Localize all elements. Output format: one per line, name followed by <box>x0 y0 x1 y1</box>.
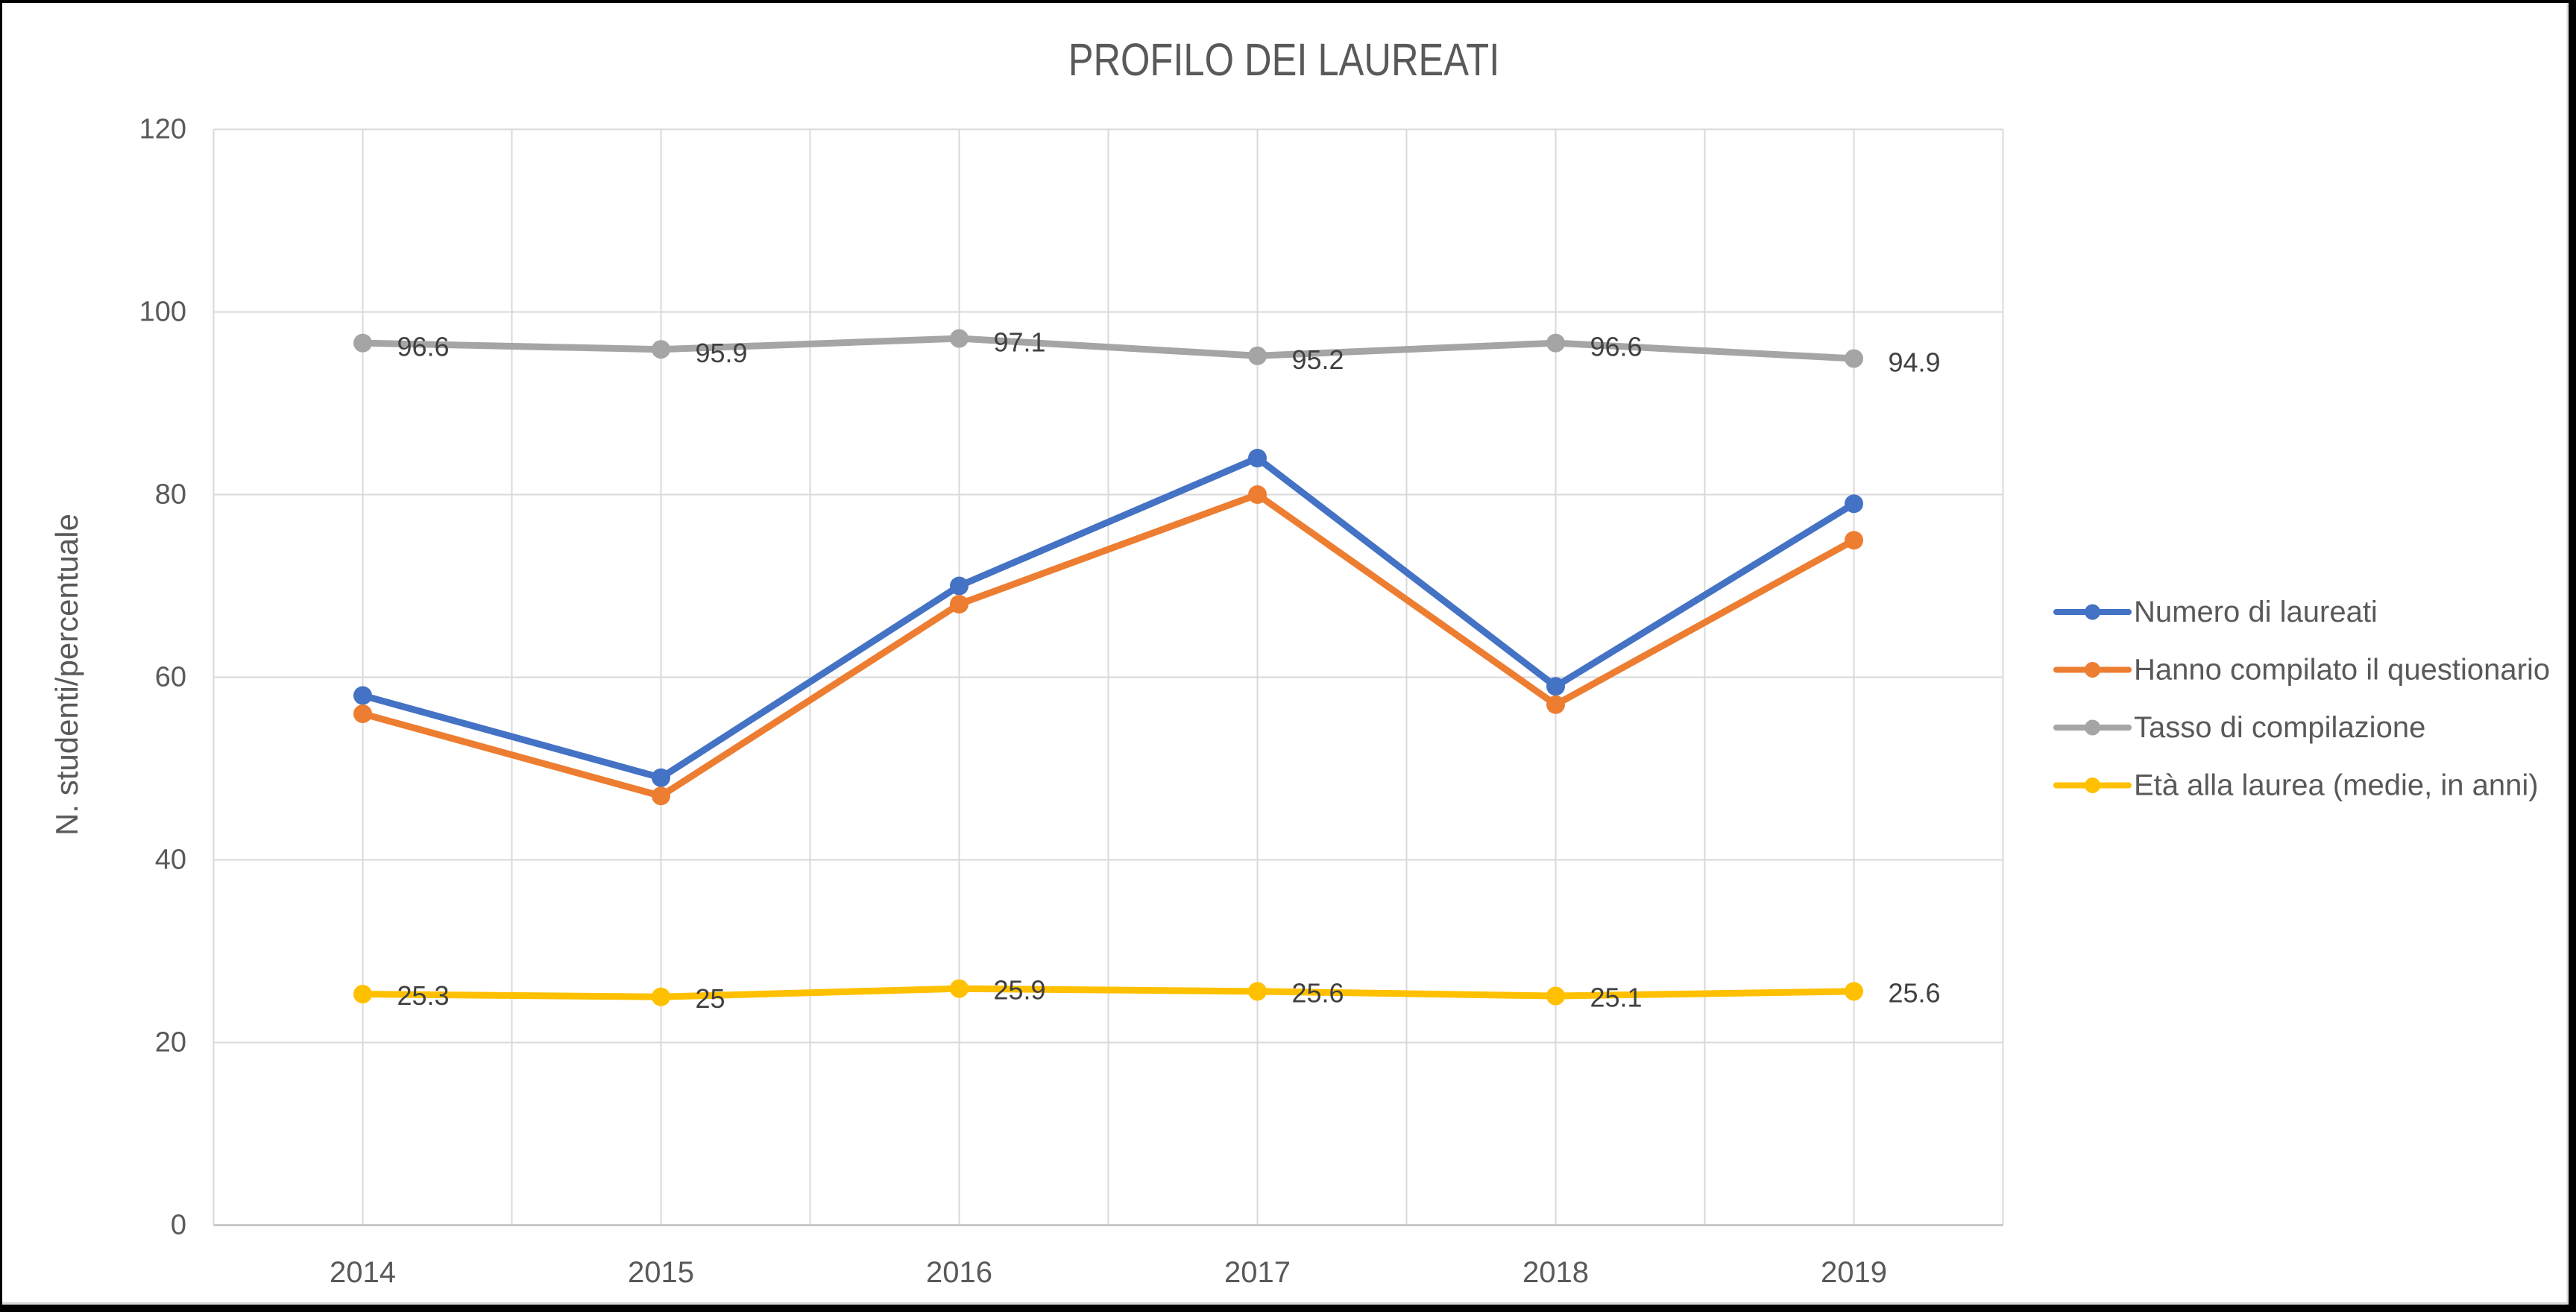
svg-text:2014: 2014 <box>330 1256 396 1289</box>
svg-text:25.1: 25.1 <box>1590 983 1643 1013</box>
svg-text:20: 20 <box>155 1027 186 1059</box>
svg-text:100: 100 <box>139 297 186 328</box>
svg-text:Età alla laurea (medie, in ann: Età alla laurea (medie, in anni) <box>2134 769 2539 802</box>
svg-text:97.1: 97.1 <box>994 327 1046 358</box>
svg-text:25: 25 <box>696 983 725 1014</box>
svg-text:25.6: 25.6 <box>1889 977 1941 1008</box>
svg-text:96.6: 96.6 <box>1590 332 1643 362</box>
svg-text:60: 60 <box>155 662 186 693</box>
svg-text:120: 120 <box>139 114 186 145</box>
svg-text:2019: 2019 <box>1821 1256 1887 1289</box>
svg-text:94.9: 94.9 <box>1889 347 1941 377</box>
svg-text:2018: 2018 <box>1522 1256 1589 1289</box>
svg-text:Tasso di compilazione: Tasso di compilazione <box>2134 711 2425 744</box>
svg-text:2016: 2016 <box>926 1256 992 1289</box>
svg-text:Numero di laureati: Numero di laureati <box>2134 596 2378 628</box>
svg-text:25.9: 25.9 <box>994 975 1046 1006</box>
svg-text:25.3: 25.3 <box>397 980 450 1011</box>
svg-text:96.6: 96.6 <box>397 332 450 362</box>
svg-text:PROFILO DEI LAUREATI: PROFILO DEI LAUREATI <box>1068 34 1500 86</box>
svg-text:40: 40 <box>155 845 186 876</box>
svg-text:95.2: 95.2 <box>1292 344 1344 375</box>
svg-text:80: 80 <box>155 479 186 511</box>
svg-text:25.6: 25.6 <box>1292 977 1344 1008</box>
svg-text:95.9: 95.9 <box>696 338 748 368</box>
svg-text:Hanno compilato il questionari: Hanno compilato il questionario <box>2134 654 2550 687</box>
svg-text:2015: 2015 <box>628 1256 694 1289</box>
svg-text:0: 0 <box>171 1210 186 1241</box>
svg-text:2017: 2017 <box>1224 1256 1291 1289</box>
svg-text:N. studenti/percentuale: N. studenti/percentuale <box>49 514 84 836</box>
